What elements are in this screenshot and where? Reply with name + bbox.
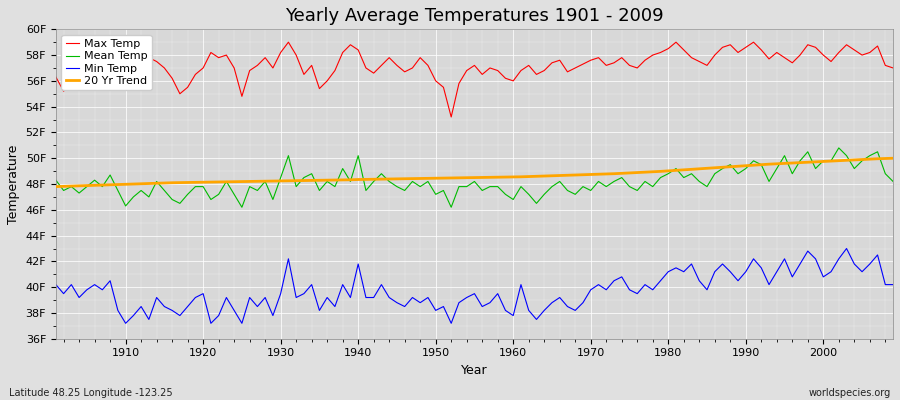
Max Temp — [446, 114, 456, 119]
20 Yr Trend — [283, 178, 293, 183]
20 Yr Trend — [112, 182, 123, 187]
Line: Mean Temp: Mean Temp — [56, 148, 893, 207]
Line: Min Temp: Min Temp — [56, 248, 893, 323]
Min Temp — [121, 321, 131, 326]
Max Temp — [338, 50, 348, 55]
Max Temp — [616, 55, 627, 60]
Legend: Max Temp, Mean Temp, Min Temp, 20 Yr Trend: Max Temp, Mean Temp, Min Temp, 20 Yr Tre… — [61, 35, 152, 90]
Line: 20 Yr Trend: 20 Yr Trend — [56, 158, 893, 187]
20 Yr Trend — [500, 175, 511, 180]
Min Temp — [608, 278, 619, 283]
Min Temp — [887, 282, 898, 287]
Mean Temp — [887, 179, 898, 184]
Mean Temp — [291, 184, 302, 189]
20 Yr Trend — [329, 178, 340, 182]
20 Yr Trend — [50, 184, 61, 189]
X-axis label: Year: Year — [461, 364, 488, 377]
Max Temp — [50, 74, 61, 79]
Max Temp — [112, 81, 123, 86]
Mean Temp — [516, 184, 526, 189]
Min Temp — [50, 282, 61, 287]
Mean Temp — [608, 179, 619, 184]
Mean Temp — [833, 146, 844, 150]
Min Temp — [516, 282, 526, 287]
Min Temp — [338, 282, 348, 287]
20 Yr Trend — [887, 156, 898, 161]
Y-axis label: Temperature: Temperature — [7, 144, 20, 224]
Title: Yearly Average Temperatures 1901 - 2009: Yearly Average Temperatures 1901 - 2009 — [285, 7, 664, 25]
Text: Latitude 48.25 Longitude -123.25: Latitude 48.25 Longitude -123.25 — [9, 388, 173, 398]
Mean Temp — [237, 205, 248, 210]
Mean Temp — [112, 188, 123, 193]
Mean Temp — [50, 178, 61, 182]
Max Temp — [887, 66, 898, 70]
Min Temp — [842, 246, 852, 251]
Mean Temp — [338, 166, 348, 171]
Max Temp — [523, 63, 534, 68]
Min Temp — [508, 313, 518, 318]
Text: worldspecies.org: worldspecies.org — [809, 388, 891, 398]
Max Temp — [516, 68, 526, 73]
Max Temp — [291, 53, 302, 58]
Line: Max Temp: Max Temp — [56, 42, 893, 117]
20 Yr Trend — [601, 172, 612, 176]
Mean Temp — [508, 197, 518, 202]
Max Temp — [283, 40, 293, 44]
Min Temp — [112, 308, 123, 313]
20 Yr Trend — [508, 174, 518, 179]
Min Temp — [291, 295, 302, 300]
